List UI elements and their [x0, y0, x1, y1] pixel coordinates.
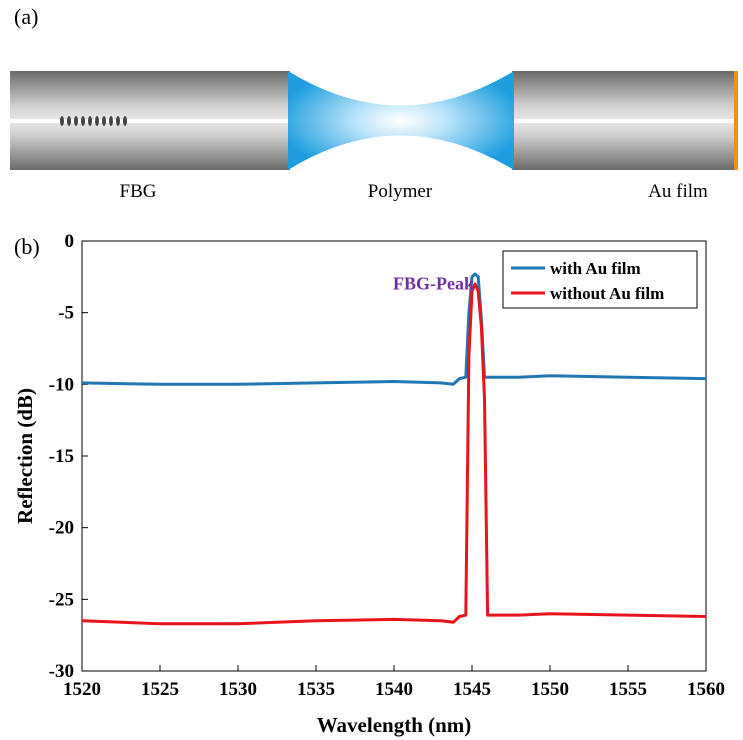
y-tick-label: -25 [49, 589, 74, 610]
y-tick-label: -10 [49, 374, 74, 395]
fiber-core-left [10, 119, 288, 123]
x-tick-label: 1535 [297, 679, 335, 700]
grating-mark [88, 116, 92, 126]
grating-mark [116, 116, 120, 126]
fbg-label: FBG [120, 181, 157, 202]
y-tick-label: -5 [58, 303, 74, 324]
panel-b-label: (b) [14, 234, 40, 259]
legend-label-without-au: without Au film [550, 284, 664, 303]
x-tick-label: 1525 [141, 679, 179, 700]
x-tick-label: 1530 [219, 679, 257, 700]
x-tick-label: 1555 [609, 679, 647, 700]
grating-mark [67, 116, 71, 126]
panel-a-label: (a) [14, 4, 39, 29]
y-tick-label: -20 [49, 518, 74, 539]
x-tick-label: 1545 [453, 679, 491, 700]
polymer-label: Polymer [368, 181, 433, 202]
grating-mark [95, 116, 99, 126]
grating-mark [123, 116, 127, 126]
legend-box [502, 250, 698, 309]
x-tick-label: 1550 [531, 679, 569, 700]
grating-mark [81, 116, 85, 126]
x-axis-ticks: 1520 1525 1530 1535 1540 1545 1550 1555 1560 [63, 665, 725, 700]
reflection-chart: 1520 1525 1530 1535 1540 1545 1550 1555 1560 0 -5… [13, 231, 725, 737]
au-film-label: Au film [648, 181, 708, 202]
polymer-section [288, 71, 514, 170]
series-layer [81, 272, 707, 626]
grating-mark [102, 116, 106, 126]
y-tick-label: -30 [49, 661, 74, 682]
fiber-schematic [10, 71, 738, 170]
y-axis-ticks: 0 -5 -10 -15 -20 -25 -30 [49, 231, 88, 682]
fbg-peak-annotation: FBG-Peak [393, 274, 474, 294]
x-tick-label: 1520 [63, 679, 101, 700]
series-line-without-au-film [81, 282, 707, 626]
y-axis-title: Reflection (dB) [13, 388, 37, 524]
y-tick-label: 0 [65, 231, 75, 252]
au-film-layer [734, 71, 738, 170]
fiber-core-right [514, 119, 734, 123]
y-tick-label: -15 [49, 446, 74, 467]
x-axis-title: Wavelength (nm) [317, 713, 472, 737]
grating-mark [60, 116, 64, 126]
grating-mark [109, 116, 113, 126]
legend-label-with-au: with Au film [550, 259, 641, 278]
bragg-grating [60, 116, 127, 126]
x-tick-label: 1560 [687, 679, 725, 700]
legend: with Au film without Au film [502, 250, 698, 309]
x-tick-label: 1540 [375, 679, 413, 700]
grating-mark [74, 116, 78, 126]
